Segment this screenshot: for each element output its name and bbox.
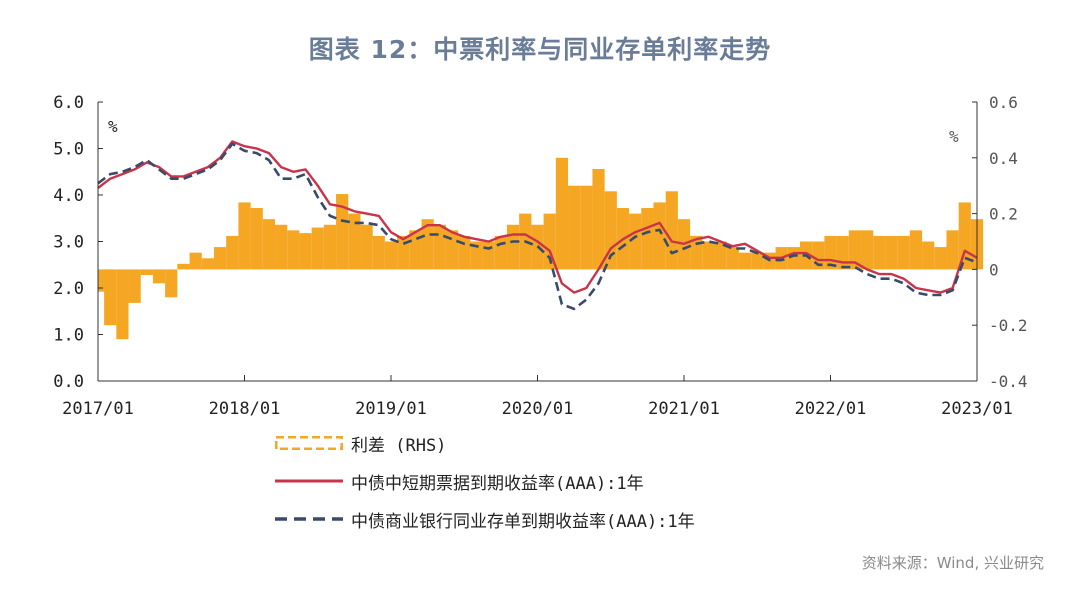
spread-bar xyxy=(665,191,678,270)
legend-swatch-ncd xyxy=(275,517,343,521)
x-tick-label: 2019/01 xyxy=(355,399,427,419)
left-tick-label: 0.0 xyxy=(53,372,84,392)
legend-label-spread: 利差 (RHS) xyxy=(351,435,447,456)
spread-bar xyxy=(494,235,507,270)
spread-bar xyxy=(275,224,288,270)
left-tick-label: 5.0 xyxy=(53,140,84,160)
spread-bar xyxy=(836,235,849,270)
spread-bar xyxy=(116,269,129,340)
spread-bar xyxy=(506,224,520,270)
x-tick-label: 2022/01 xyxy=(795,399,867,419)
spread-bar xyxy=(714,241,727,270)
spread-bar xyxy=(238,202,251,270)
mtn-yield-line xyxy=(97,140,978,294)
spread-bar xyxy=(555,157,569,270)
x-tick-label: 2023/01 xyxy=(941,399,1013,419)
right-tick-label: 0.2 xyxy=(989,205,1018,224)
spread-bar xyxy=(653,202,666,270)
spread-bar xyxy=(140,269,153,275)
spread-bar xyxy=(592,168,605,270)
spread-bar xyxy=(873,235,886,270)
left-tick-label: 4.0 xyxy=(53,186,84,206)
right-tick-label: 0.4 xyxy=(989,149,1018,168)
x-tick-label: 2021/01 xyxy=(648,399,720,419)
right-tick-label: -0.4 xyxy=(989,372,1028,391)
spread-bar xyxy=(262,219,276,270)
left-unit-label: % xyxy=(108,117,118,136)
spread-bar xyxy=(946,230,959,270)
chart-area: 0.0 1.0 2.0 3.0 4.0 5.0 6.0 -0.4 -0.2 0 0.2 0.4 0.6 2… xyxy=(53,93,1027,419)
spread-bar xyxy=(482,241,495,270)
spread-bar xyxy=(861,230,874,270)
spread-bar xyxy=(751,252,764,270)
spread-bar xyxy=(189,252,202,270)
left-tick-label: 1.0 xyxy=(53,326,84,346)
legend-label-ncd: 中债商业银行同业存单到期收益率(AAA):1年 xyxy=(351,511,695,532)
spread-bar xyxy=(726,247,739,270)
legend-swatch-spread xyxy=(275,436,343,450)
right-tick-label: 0.6 xyxy=(989,93,1018,112)
spread-bar xyxy=(299,233,312,270)
spread-bar xyxy=(287,230,300,270)
spread-bar xyxy=(543,213,556,270)
spread-bar xyxy=(311,227,324,270)
x-tick-label: 2018/01 xyxy=(209,399,281,419)
spread-bar xyxy=(250,208,263,270)
spread-bar xyxy=(604,191,617,270)
left-tick-label: 2.0 xyxy=(53,279,84,299)
spread-bar xyxy=(702,241,715,270)
spread-bar xyxy=(580,185,593,270)
right-tick-label: -0.2 xyxy=(989,316,1028,335)
x-tick-label: 2017/01 xyxy=(62,399,134,419)
ncd-yield-line xyxy=(97,142,978,311)
legend-swatch-mtn xyxy=(275,479,343,483)
spread-bar xyxy=(201,258,214,270)
spread-bar xyxy=(177,263,190,270)
legend-item-ncd: 中债商业银行同业存单到期收益率(AAA):1年 xyxy=(275,500,695,538)
spread-bar xyxy=(445,230,459,270)
spread-bar xyxy=(213,247,227,270)
spread-bar xyxy=(458,235,471,270)
spread-bar xyxy=(629,213,642,270)
legend-item-mtn: 中债中短期票据到期收益率(AAA):1年 xyxy=(275,462,695,500)
source-note: 资料来源：Wind, 兴业研究 xyxy=(861,554,1044,572)
spread-bar xyxy=(360,224,373,270)
spread-bar xyxy=(421,219,434,270)
right-unit-label: % xyxy=(949,127,959,146)
spread-bar xyxy=(909,230,923,270)
spread-bar xyxy=(641,208,654,270)
legend-item-spread: 利差 (RHS) xyxy=(275,424,695,462)
spread-bar xyxy=(372,235,385,270)
chart-title: 图表 12：中票利率与同业存单利率走势 xyxy=(308,35,772,64)
spread-bar xyxy=(397,235,410,270)
legend-label-mtn: 中债中短期票据到期收益率(AAA):1年 xyxy=(351,473,644,494)
spread-bar xyxy=(409,230,422,270)
spread-bar xyxy=(738,252,752,270)
rate-lines xyxy=(97,140,978,311)
left-tick-label: 3.0 xyxy=(53,233,84,253)
spread-bar xyxy=(934,247,947,270)
spread-bar xyxy=(848,230,862,270)
spread-bar xyxy=(433,224,446,270)
spread-bar xyxy=(128,269,141,303)
spread-bar xyxy=(384,241,398,270)
spread-bar xyxy=(226,235,239,270)
spread-bar xyxy=(348,213,361,270)
spread-bar xyxy=(336,194,349,270)
spread-bar xyxy=(323,224,337,270)
spread-bar xyxy=(470,241,483,270)
right-tick-label: 0 xyxy=(989,260,999,279)
spread-bar xyxy=(897,235,910,270)
legend: 利差 (RHS) 中债中短期票据到期收益率(AAA):1年 中债商业银行同业存单… xyxy=(275,424,695,538)
spread-bar xyxy=(568,185,581,270)
spread-bar xyxy=(104,269,117,326)
spread-bar xyxy=(165,269,178,298)
axes: 0.0 1.0 2.0 3.0 4.0 5.0 6.0 -0.4 -0.2 0 0.2 0.4 0.6 2… xyxy=(53,93,1027,419)
left-tick-label: 6.0 xyxy=(53,93,84,113)
spread-bar xyxy=(152,269,166,284)
spread-bar xyxy=(885,235,898,270)
spread-bar xyxy=(922,241,935,270)
x-tick-label: 2020/01 xyxy=(502,399,574,419)
